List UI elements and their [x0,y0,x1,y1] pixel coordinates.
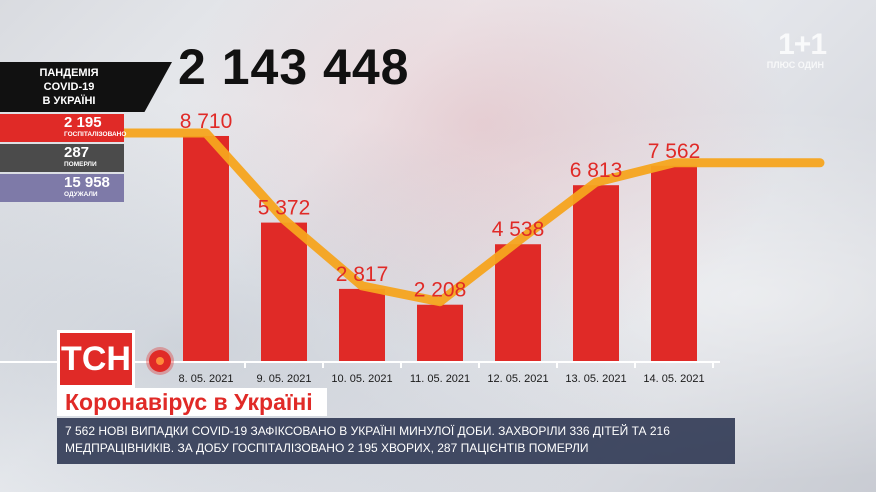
data-label: 7 562 [648,140,701,163]
x-tick-label: 14. 05. 2021 [643,373,704,385]
channel-watermark-sub: ПЛЮС ОДИН [766,60,824,70]
x-tick-label: 10. 05. 2021 [331,373,392,385]
data-label: 2 208 [414,279,467,302]
bar [339,288,385,362]
headline: Коронавірус в Україні [57,388,327,416]
total-cases: 2 143 448 [178,39,410,95]
tsn-logo: ТСН [57,330,135,388]
bar [651,165,697,362]
stats-header-line: ПАНДЕМІЯ [39,67,99,79]
channel-watermark-logo: 1+1 [778,28,827,61]
x-tick-label: 8. 05. 2021 [178,373,233,385]
stats-header: ПАНДЕМІЯ COVID-19 В УКРАЇНІ [0,62,172,112]
data-label: 5 372 [258,197,311,220]
x-tick-label: 9. 05. 2021 [256,373,311,385]
bar [183,135,229,362]
hospitalized-label: ГОСПІТАЛІЗОВАНО [64,131,127,138]
trend-line [0,128,825,307]
recovered-stat: 15 958 ОДУЖАЛИ [0,174,124,202]
hospitalized-stat: 2 195 ГОСПІТАЛІЗОВАНО [0,114,127,142]
data-label: 6 813 [570,159,623,182]
recovered-value: 15 958 [64,174,110,191]
news-ticker: 7 562 НОВІ ВИПАДКИ COVID-19 ЗАФІКСОВАНО … [57,418,735,464]
x-tick-label: 13. 05. 2021 [565,373,626,385]
bar [417,304,463,362]
stats-header-line: COVID-19 [43,81,95,93]
bar [573,185,619,362]
data-label: 4 538 [492,218,545,241]
deaths-value: 287 [64,144,90,161]
bar [495,244,541,362]
x-tick-label: 11. 05. 2021 [410,373,470,385]
bar [261,222,307,362]
x-tick-label: 12. 05. 2021 [487,373,548,385]
data-label: 2 817 [336,263,389,286]
recovered-label: ОДУЖАЛИ [64,191,98,198]
deaths-label: ПОМЕРЛИ [64,161,97,168]
stats-panel: ПАНДЕМІЯ COVID-19 В УКРАЇНІ 2 195 ГОСПІТ… [0,62,172,202]
stats-header-line: В УКРАЇНІ [42,95,96,107]
hospitalized-value: 2 195 [64,114,102,131]
virus-icon [149,350,171,372]
deaths-stat: 287 ПОМЕРЛИ [0,144,124,172]
data-label: 8 710 [180,110,233,133]
